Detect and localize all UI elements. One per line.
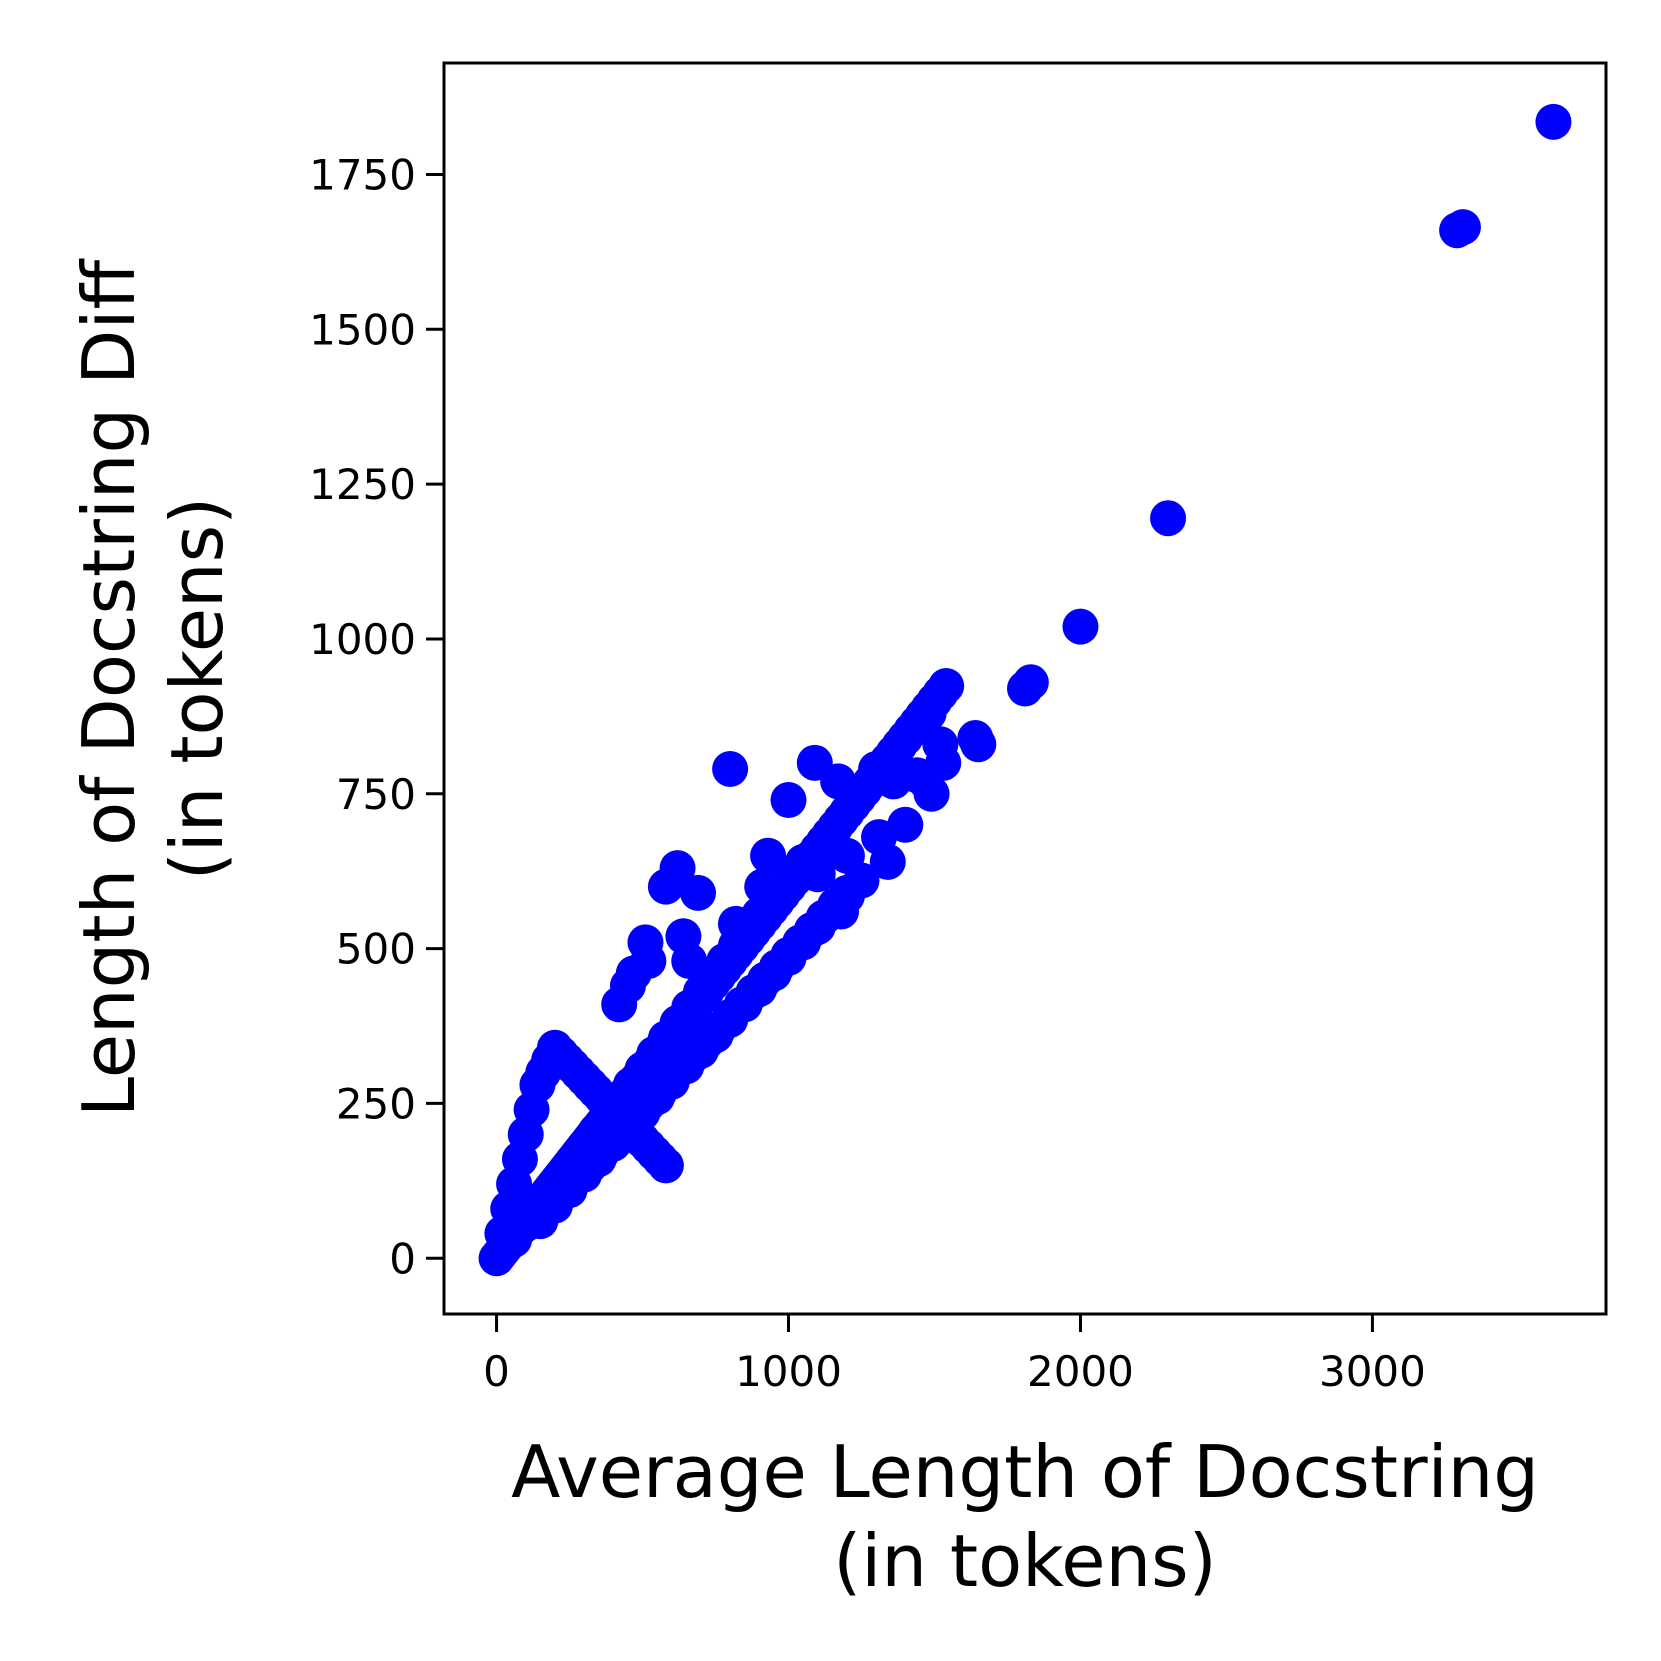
- data-point: [928, 668, 965, 705]
- data-point: [913, 775, 950, 812]
- data-point: [820, 763, 857, 800]
- y-tick-label: 500: [336, 925, 416, 974]
- data-point: [712, 751, 749, 788]
- data-point: [910, 695, 947, 732]
- data-point: [1150, 500, 1187, 537]
- plot-frame: [442, 61, 1608, 1316]
- data-point: [869, 843, 906, 880]
- data-point: [647, 1147, 684, 1184]
- data-point: [828, 837, 865, 874]
- y-axis: 0 250 500 750 1000 1250 1500 1750: [309, 150, 444, 1283]
- data-point: [770, 781, 807, 818]
- data-point: [887, 806, 924, 843]
- x-tick-label: 2000: [1027, 1347, 1134, 1396]
- y-tick-label: 750: [336, 770, 416, 819]
- y-tick-label: 0: [389, 1234, 416, 1283]
- y-tick-label: 1750: [309, 150, 416, 199]
- y-axis-title-line2: (in tokens): [155, 497, 239, 881]
- data-point: [925, 744, 962, 781]
- y-tick-label: 250: [336, 1079, 416, 1128]
- x-tick-label: 0: [483, 1347, 510, 1396]
- data-point: [671, 942, 708, 979]
- x-tick-label: 3000: [1319, 1347, 1426, 1396]
- x-axis-title-line1: Average Length of Docstring: [511, 1430, 1539, 1514]
- x-axis-title-line2: (in tokens): [833, 1519, 1217, 1603]
- data-point: [1444, 209, 1481, 246]
- data-point: [630, 942, 667, 979]
- data-point: [799, 856, 836, 893]
- data-point: [1535, 103, 1572, 140]
- data-point: [960, 726, 997, 763]
- points-layer: [478, 103, 1572, 1277]
- y-tick-label: 1250: [309, 460, 416, 509]
- data-point: [1012, 664, 1049, 701]
- data-point: [609, 967, 646, 1004]
- data-point: [717, 905, 754, 942]
- data-point: [1062, 608, 1099, 645]
- data-point: [680, 874, 717, 911]
- y-axis-title-line1: Length of Docstring Diff: [67, 259, 151, 1118]
- data-point: [659, 850, 696, 887]
- y-tick-label: 1000: [309, 615, 416, 664]
- x-axis: 0 1000 2000 3000: [483, 1314, 1426, 1396]
- y-tick-label: 1500: [309, 305, 416, 354]
- x-tick-label: 1000: [735, 1347, 842, 1396]
- data-point: [744, 868, 781, 905]
- data-point: [823, 893, 860, 930]
